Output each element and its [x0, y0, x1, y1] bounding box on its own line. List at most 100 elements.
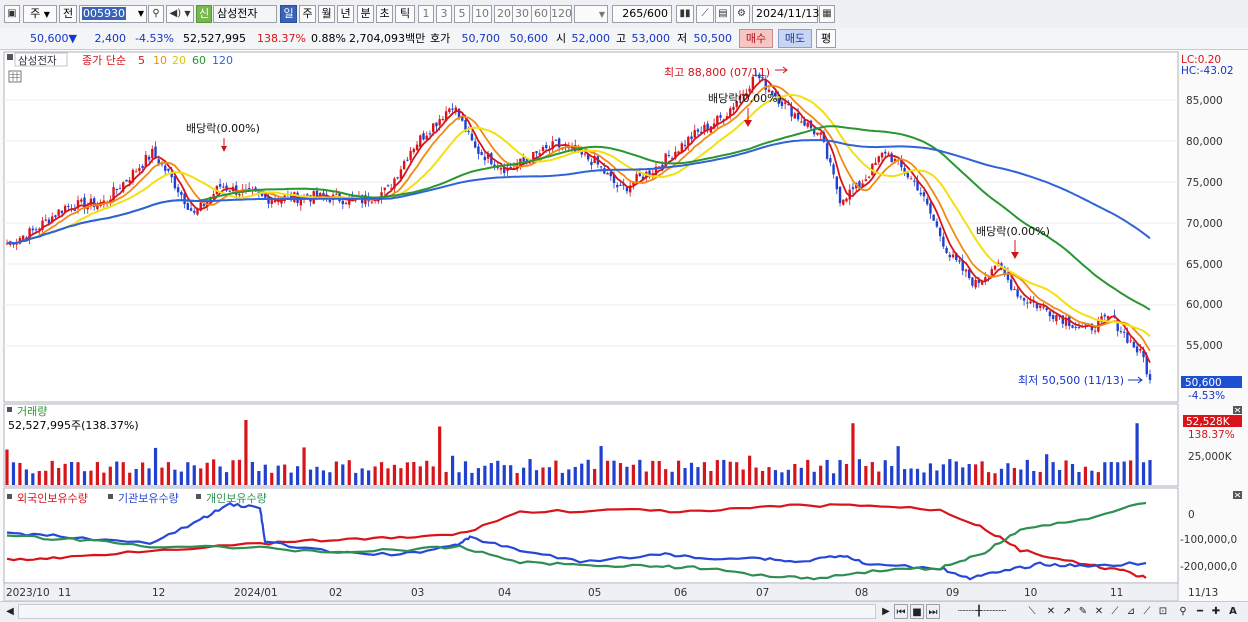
candle-body [648, 170, 651, 176]
compare-button[interactable]: 전 [59, 5, 77, 23]
buy-button[interactable]: 매수 [739, 29, 773, 48]
evaluate-button[interactable]: 평 [816, 29, 836, 48]
interval-5[interactable]: 5 [454, 5, 470, 23]
volume-bar [915, 468, 920, 485]
candle-body [690, 136, 693, 140]
price-change-pct: -4.53% [135, 32, 174, 45]
candle-body [151, 148, 154, 159]
draw-arrow-icon[interactable]: ↗ [1062, 606, 1072, 617]
volume-bar [108, 466, 112, 485]
volume-bar [651, 460, 655, 485]
candle-body [328, 199, 332, 203]
interval-custom-select[interactable]: ▼ [574, 5, 608, 23]
interval-1[interactable]: 1 [418, 5, 434, 23]
candle-body [128, 180, 131, 183]
candle-body [670, 158, 674, 160]
volume-bar [76, 462, 80, 485]
candle-body [222, 186, 225, 188]
high-label: 고 [616, 32, 627, 45]
draw-tool-icon[interactable]: ⟋ [1111, 606, 1119, 617]
panel-menu-icon[interactable] [7, 494, 12, 499]
volume-bar [1045, 454, 1049, 485]
calendar-icon[interactable]: ▦ [819, 5, 835, 23]
stop-icon[interactable]: ■ [910, 604, 924, 619]
candle-body [438, 119, 441, 126]
draw-pen-icon[interactable]: ✎ [1078, 606, 1088, 617]
candle-body [1148, 374, 1152, 380]
volume-bar [1122, 461, 1126, 485]
candle-body [984, 277, 987, 281]
tab-day[interactable]: 일 [280, 5, 297, 23]
candle-body [1035, 303, 1039, 309]
auto-scale-icon[interactable]: A [1229, 606, 1237, 617]
candle-body [551, 141, 554, 150]
candle-body [845, 198, 848, 202]
save-icon[interactable]: ▤ [715, 5, 731, 23]
candle-body [638, 172, 642, 177]
draw-shape-icon[interactable]: ⊿ [1126, 606, 1136, 617]
candle-body [958, 260, 961, 262]
table-toggle-icon[interactable] [8, 70, 22, 83]
candle-body [470, 133, 474, 141]
draw-cross-icon[interactable]: ✕ [1046, 606, 1056, 617]
tab-week[interactable]: 주 [299, 5, 316, 23]
volume-bar [308, 469, 313, 485]
scroll-left-icon[interactable]: ◀ [6, 606, 14, 617]
zoom-icon[interactable]: ⚲ [1179, 606, 1187, 617]
draw-fib-icon[interactable]: ⟋ [1143, 606, 1151, 617]
candle-body [903, 167, 906, 174]
draw-tool-icon[interactable]: ⟋ [696, 5, 714, 23]
interval-20[interactable]: 20 [494, 5, 514, 23]
count-input[interactable]: 265/600 [612, 5, 672, 23]
holdings-line-institution [6, 502, 1147, 581]
ask-price: 50,700 [461, 32, 501, 45]
candle-body [1100, 316, 1103, 322]
speaker-icon[interactable]: ◀) ▼ [166, 5, 194, 23]
stock-chart[interactable]: 삼성전자 종가 단순 5 10 20 60 120 최고 88,800 (07/… [0, 50, 1248, 602]
candle-body [658, 166, 661, 168]
draw-line-icon[interactable]: ⟍ [1028, 606, 1036, 617]
candle-body [1135, 346, 1139, 353]
window-menu-icon[interactable]: ▣ [4, 5, 20, 23]
draw-box-icon[interactable]: ⊡ [1158, 606, 1168, 617]
tab-month[interactable]: 월 [318, 5, 335, 23]
tab-second[interactable]: 초 [376, 5, 393, 23]
tab-year[interactable]: 년 [337, 5, 354, 23]
ma-period-60: 60 [192, 54, 206, 67]
fast-forward-icon[interactable]: ⏭ [926, 604, 940, 619]
zoom-slider[interactable]: ┈┈┈╂┈┈┈┈ [957, 606, 1007, 617]
tab-tick[interactable]: 틱 [395, 5, 415, 23]
candle-body [780, 101, 784, 106]
interval-60[interactable]: 60 [531, 5, 551, 23]
interval-120[interactable]: 120 [550, 5, 572, 23]
x-tick: 02 [329, 587, 342, 599]
volume-bar [392, 464, 397, 485]
horizontal-scrollbar[interactable] [18, 604, 876, 619]
stock-code-input[interactable]: 005930 ▼ [79, 5, 147, 23]
candle-body [816, 132, 819, 135]
date-input[interactable]: 2024/11/13 [752, 5, 819, 23]
scroll-right-icon[interactable]: ▶ [882, 606, 890, 617]
panel-menu-icon[interactable] [7, 407, 12, 412]
candle-body [167, 168, 170, 171]
interval-3[interactable]: 3 [436, 5, 452, 23]
gear-icon[interactable]: ⚙ [733, 5, 750, 23]
sell-button[interactable]: 매도 [778, 29, 812, 48]
volume-bar [1096, 472, 1100, 485]
rewind-icon[interactable]: ⏮ [894, 604, 908, 619]
panel-menu-icon[interactable] [7, 54, 13, 60]
zoom-in-icon[interactable]: ✚ [1211, 606, 1221, 617]
holdings-line-foreign [6, 503, 1147, 579]
chart-type-icon[interactable]: ▮▮ [676, 5, 694, 23]
tab-minute[interactable]: 분 [357, 5, 374, 23]
candle-body [796, 112, 800, 120]
period-select[interactable]: 주 ▼ [23, 5, 57, 23]
interval-30[interactable]: 30 [512, 5, 532, 23]
search-icon[interactable]: ⚲ [148, 5, 164, 23]
candle-body [674, 151, 677, 159]
candle-body [134, 171, 138, 173]
candle-body [741, 93, 745, 96]
zoom-out-icon[interactable]: ━ [1196, 606, 1204, 617]
draw-text-icon[interactable]: ✕ [1094, 606, 1104, 617]
interval-10[interactable]: 10 [472, 5, 492, 23]
